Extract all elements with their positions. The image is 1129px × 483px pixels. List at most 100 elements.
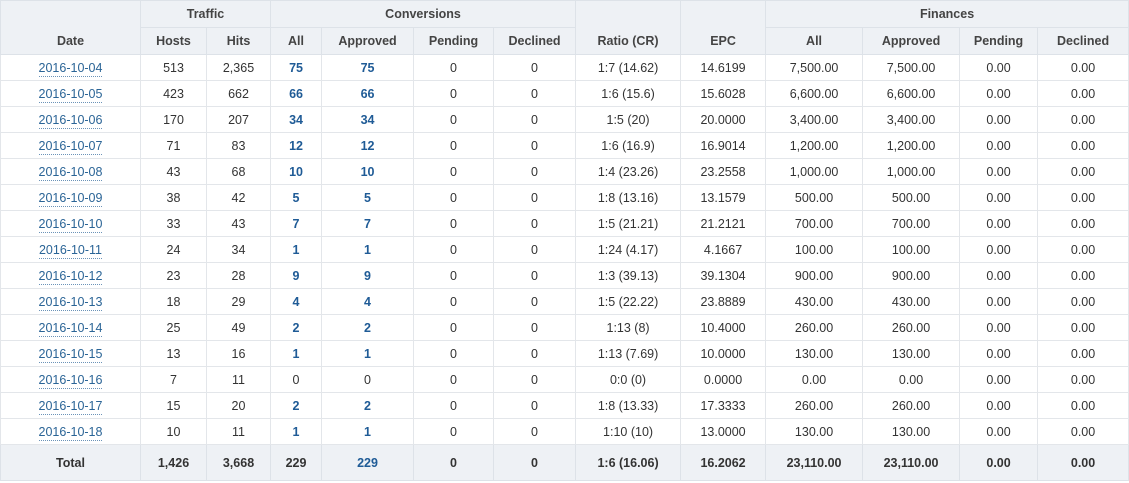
cell-conv-pending: 0 xyxy=(413,184,495,211)
date-link[interactable]: 2016-10-14 xyxy=(38,320,103,337)
col-header-ratio[interactable]: Ratio (CR) xyxy=(575,27,682,55)
cell-date: 2016-10-16 xyxy=(0,366,141,393)
total-fin-all: 23,110.00 xyxy=(765,444,864,481)
cell-fin-all: 3,400.00 xyxy=(765,106,864,133)
conv-all-link[interactable]: 12 xyxy=(289,138,303,153)
col-header-conv-all[interactable]: All xyxy=(270,27,323,55)
cell-conv-declined: 0 xyxy=(493,392,577,419)
cell-conv-approved: 1 xyxy=(321,340,415,367)
conv-approved-link[interactable]: 10 xyxy=(360,164,375,179)
cell-ratio: 1:4 (23.26) xyxy=(575,158,682,185)
conv-approved-link[interactable]: 2 xyxy=(364,398,371,413)
conv-all-link[interactable]: 1 xyxy=(292,424,300,439)
cell-fin-declined: 0.00 xyxy=(1037,184,1129,211)
cell-fin-all: 0.00 xyxy=(765,366,864,393)
cell-hosts: 423 xyxy=(140,80,207,107)
date-link[interactable]: 2016-10-08 xyxy=(38,164,103,181)
cell-date: 2016-10-08 xyxy=(0,158,141,185)
conv-approved-link[interactable]: 1 xyxy=(364,242,371,257)
cell-conv-approved: 34 xyxy=(321,106,415,133)
col-header-hits[interactable]: Hits xyxy=(205,27,272,55)
col-header-fin-pending[interactable]: Pending xyxy=(959,27,1039,55)
conv-all-link[interactable]: 2 xyxy=(292,320,300,335)
cell-ratio: 1:10 (10) xyxy=(575,418,682,445)
cell-hits: 29 xyxy=(205,288,272,315)
date-link[interactable]: 2016-10-13 xyxy=(38,294,103,311)
conv-approved-link[interactable]: 12 xyxy=(360,138,375,153)
cell-fin-all: 700.00 xyxy=(765,210,864,237)
col-header-date[interactable]: Date xyxy=(0,27,141,55)
table-row: 2016-10-06 170 207 34 34 0 0 1:5 (20) 20… xyxy=(0,106,1129,133)
conv-all-link[interactable]: 5 xyxy=(292,190,300,205)
conv-approved-link[interactable]: 75 xyxy=(360,60,375,75)
col-header-fin-approved[interactable]: Approved xyxy=(862,27,961,55)
date-link[interactable]: 2016-10-15 xyxy=(38,346,103,363)
date-link[interactable]: 2016-10-10 xyxy=(38,216,103,233)
conv-all-link[interactable]: 1 xyxy=(292,346,300,361)
col-header-conv-approved[interactable]: Approved xyxy=(321,27,415,55)
conv-all-link[interactable]: 9 xyxy=(292,268,300,283)
cell-conv-all: 66 xyxy=(270,80,323,107)
conv-all-link[interactable]: 4 xyxy=(292,294,300,309)
table-body: 2016-10-04 513 2,365 75 75 0 0 1:7 (14.6… xyxy=(0,54,1129,445)
conv-approved-link[interactable]: 34 xyxy=(360,112,375,127)
cell-date: 2016-10-15 xyxy=(0,340,141,367)
col-header-conv-pending[interactable]: Pending xyxy=(413,27,495,55)
conv-all-link[interactable]: 34 xyxy=(289,112,303,127)
conv-all-link[interactable]: 75 xyxy=(289,60,303,75)
cell-fin-pending: 0.00 xyxy=(959,106,1039,133)
cell-date: 2016-10-13 xyxy=(0,288,141,315)
cell-hosts: 43 xyxy=(140,158,207,185)
conv-all-link[interactable]: 1 xyxy=(292,242,300,257)
cell-fin-pending: 0.00 xyxy=(959,158,1039,185)
conv-all-link[interactable]: 2 xyxy=(292,398,300,413)
conv-approved-link[interactable]: 1 xyxy=(364,424,371,439)
cell-epc: 10.4000 xyxy=(680,314,767,341)
cell-epc: 21.2121 xyxy=(680,210,767,237)
cell-conv-all: 1 xyxy=(270,236,323,263)
total-hosts: 1,426 xyxy=(140,444,207,481)
cell-fin-pending: 0.00 xyxy=(959,262,1039,289)
date-link[interactable]: 2016-10-12 xyxy=(38,268,103,285)
total-fin-declined: 0.00 xyxy=(1037,444,1129,481)
conv-approved-link[interactable]: 9 xyxy=(364,268,371,283)
cell-fin-pending: 0.00 xyxy=(959,236,1039,263)
cell-fin-declined: 0.00 xyxy=(1037,314,1129,341)
conv-approved-link[interactable]: 2 xyxy=(364,320,371,335)
total-fin-pending: 0.00 xyxy=(959,444,1039,481)
conv-all-link[interactable]: 10 xyxy=(289,164,303,179)
total-conv-approved-link[interactable]: 229 xyxy=(357,455,378,470)
col-header-fin-all[interactable]: All xyxy=(765,27,864,55)
cell-fin-pending: 0.00 xyxy=(959,210,1039,237)
conv-all-link[interactable]: 7 xyxy=(292,216,300,231)
cell-conv-declined: 0 xyxy=(493,366,577,393)
date-link[interactable]: 2016-10-06 xyxy=(38,112,103,129)
col-header-epc[interactable]: EPC xyxy=(680,27,767,55)
cell-conv-pending: 0 xyxy=(413,236,495,263)
cell-date: 2016-10-17 xyxy=(0,392,141,419)
cell-fin-all: 1,000.00 xyxy=(765,158,864,185)
date-link[interactable]: 2016-10-07 xyxy=(38,138,103,155)
table-row: 2016-10-05 423 662 66 66 0 0 1:6 (15.6) … xyxy=(0,80,1129,107)
conv-approved-link[interactable]: 1 xyxy=(364,346,371,361)
date-link[interactable]: 2016-10-05 xyxy=(38,86,103,103)
total-ratio: 1:6 (16.06) xyxy=(575,444,682,481)
group-header-traffic: Traffic xyxy=(139,0,272,28)
date-link[interactable]: 2016-10-17 xyxy=(38,398,103,415)
col-header-hosts[interactable]: Hosts xyxy=(140,27,207,55)
totals-label: Total xyxy=(0,444,141,481)
table-row: 2016-10-14 25 49 2 2 0 0 1:13 (8) 10.400… xyxy=(0,314,1129,341)
date-link[interactable]: 2016-10-18 xyxy=(38,424,103,441)
col-header-fin-declined[interactable]: Declined xyxy=(1037,27,1129,55)
cell-hits: 20 xyxy=(205,392,272,419)
date-link[interactable]: 2016-10-04 xyxy=(38,60,103,77)
date-link[interactable]: 2016-10-09 xyxy=(38,190,103,207)
conv-approved-link[interactable]: 4 xyxy=(364,294,371,309)
date-link[interactable]: 2016-10-16 xyxy=(38,372,103,389)
date-link[interactable]: 2016-10-11 xyxy=(38,242,102,259)
col-header-conv-declined[interactable]: Declined xyxy=(493,27,577,55)
conv-all-link[interactable]: 66 xyxy=(289,86,303,101)
conv-approved-link[interactable]: 5 xyxy=(364,190,371,205)
conv-approved-link[interactable]: 7 xyxy=(364,216,371,231)
conv-approved-link[interactable]: 66 xyxy=(360,86,375,101)
